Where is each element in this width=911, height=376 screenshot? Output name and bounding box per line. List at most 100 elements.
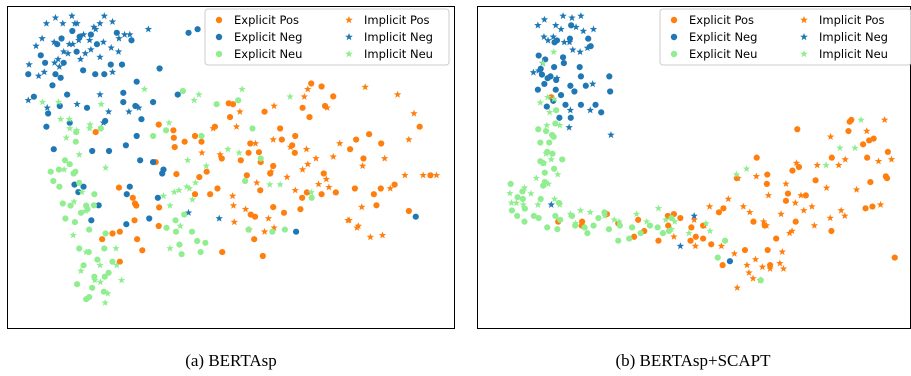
explicit-pos-point	[261, 108, 268, 115]
explicit-pos-point	[405, 207, 412, 215]
implicit-neu-point	[643, 217, 651, 225]
implicit-neg-point	[549, 32, 557, 40]
explicit-pos-point	[257, 187, 264, 194]
explicit-neg-point	[577, 73, 585, 80]
implicit-neg-point	[568, 13, 576, 21]
implicit-pos-point	[887, 155, 896, 163]
implicit-pos-point	[690, 215, 698, 223]
explicit-neg-point	[71, 181, 78, 188]
implicit-neg-point	[76, 55, 85, 63]
implicit-pos-point	[778, 247, 786, 255]
implicit-neg-point	[565, 38, 574, 46]
implicit-pos-point	[251, 139, 260, 147]
implicit-neg-point	[75, 36, 83, 44]
implicit-neu-point	[543, 121, 551, 129]
implicit-pos-point	[766, 264, 774, 272]
implicit-neu-point	[706, 227, 714, 235]
explicit-pos-point	[156, 204, 163, 211]
explicit-neu-point	[552, 120, 559, 127]
implicit-neu-point	[506, 189, 514, 197]
explicit-pos-point	[859, 141, 867, 148]
explicit-pos-point	[391, 181, 398, 188]
explicit-neg-point	[562, 101, 569, 108]
implicit-pos-point	[358, 162, 367, 170]
explicit-neu-point	[188, 228, 196, 235]
explicit-neu-point	[72, 138, 79, 145]
implicit-neu-point	[72, 126, 81, 134]
implicit-neg-point	[572, 23, 580, 31]
explicit-neu-point	[654, 224, 661, 231]
implicit-neu-point	[702, 219, 710, 227]
implicit-neg-point	[540, 15, 549, 23]
explicit-pos-point	[688, 224, 695, 231]
explicit-pos-point	[353, 136, 360, 143]
implicit-neg-point	[104, 107, 113, 115]
explicit-neu-point	[178, 251, 185, 258]
implicit-pos-point	[751, 255, 760, 263]
explicit-neg-point	[571, 88, 578, 95]
legend-label: Implicit Neu	[364, 47, 433, 61]
explicit-pos-point	[214, 185, 221, 192]
implicit-pos-point	[314, 180, 323, 188]
implicit-pos-point	[813, 161, 821, 169]
explicit-neu-point	[542, 127, 550, 135]
explicit-neu-point	[548, 131, 556, 139]
implicit-pos-point	[876, 200, 885, 208]
implicit-neu-point	[266, 180, 274, 188]
scatter-points-a	[24, 12, 441, 306]
explicit-pos-point	[203, 168, 210, 175]
explicit-neu-point	[595, 214, 602, 222]
explicit-neg-point	[585, 35, 592, 42]
explicit-neg-point	[606, 73, 613, 80]
explicit-neu-point	[86, 226, 93, 233]
explicit-pos-point	[741, 246, 749, 254]
explicit-pos-point	[416, 123, 423, 130]
explicit-neu-point	[530, 212, 537, 220]
explicit-pos-point	[373, 202, 380, 209]
explicit-pos-point	[191, 191, 199, 198]
explicit-pos-point	[303, 189, 310, 196]
implicit-neg-point	[607, 131, 615, 139]
implicit-neu-point	[65, 115, 73, 123]
implicit-pos-point	[209, 124, 217, 132]
explicit-neu-point	[76, 179, 83, 186]
implicit-pos-point	[264, 214, 273, 222]
implicit-neu-point	[307, 188, 315, 196]
implicit-neu-point	[512, 199, 521, 207]
explicit-neu-point	[97, 125, 104, 132]
implicit-pos-point	[792, 159, 801, 167]
explicit-neg-point	[60, 59, 67, 66]
explicit-pos-point	[131, 200, 139, 207]
explicit-neg-point	[194, 26, 201, 33]
explicit-neg-point	[93, 41, 101, 48]
explicit-neu-point	[537, 195, 544, 203]
explicit-pos-point	[687, 237, 694, 244]
implicit-pos-point	[826, 132, 835, 140]
explicit-neu-point	[76, 245, 83, 252]
explicit-neu-point	[514, 212, 521, 220]
implicit-neu-point	[539, 59, 547, 67]
implicit-neg-point	[24, 96, 32, 104]
explicit-neu-point	[72, 168, 79, 175]
implicit-neg-point	[566, 106, 575, 114]
explicit-pos-point	[845, 127, 852, 135]
implicit-neg-point	[589, 25, 598, 33]
legend-label: Implicit Neg	[819, 30, 888, 44]
explicit-pos-point	[802, 192, 809, 199]
explicit-pos-point	[828, 154, 835, 161]
explicit-neu-point	[163, 224, 170, 231]
explicit-pos-point	[579, 218, 586, 225]
explicit-neg-point	[534, 86, 541, 93]
explicit-neg-point	[76, 33, 83, 40]
explicit-pos-point	[360, 155, 367, 162]
implicit-neg-point	[676, 242, 685, 250]
explicit-neg-point	[95, 202, 102, 209]
explicit-neu-point	[537, 139, 544, 146]
implicit-neg-point	[529, 68, 538, 76]
explicit-pos-point	[247, 140, 254, 147]
implicit-neu-point	[554, 170, 562, 178]
implicit-neu-point	[507, 199, 516, 207]
explicit-neg-point	[544, 75, 551, 82]
explicit-pos-point	[753, 154, 760, 161]
explicit-neu-point	[546, 139, 553, 146]
